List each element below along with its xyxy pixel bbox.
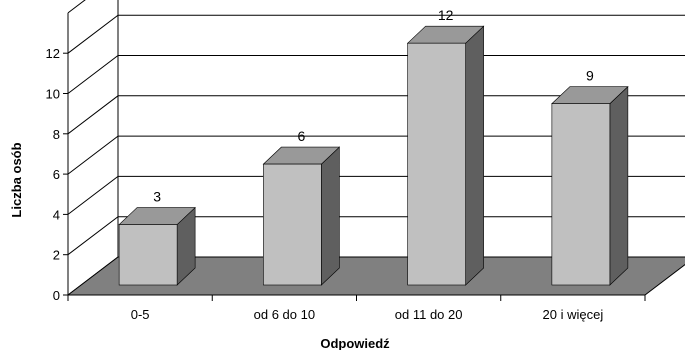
chart-walls xyxy=(67,0,685,296)
gridline xyxy=(67,0,86,14)
gridline xyxy=(67,14,685,54)
y-axis-title: Liczba osób xyxy=(9,142,24,217)
bar xyxy=(262,146,341,286)
x-axis-title: Odpowiedź xyxy=(320,336,390,350)
chart-axes xyxy=(63,12,646,301)
x-category-label: od 11 do 20 xyxy=(395,307,463,322)
y-tick-label: 12 xyxy=(46,46,60,61)
x-category-label: 0-5 xyxy=(131,307,150,322)
chart-bars xyxy=(118,25,629,286)
bar-side-face xyxy=(465,25,484,286)
bar-front-face xyxy=(118,224,178,286)
bar-front-face xyxy=(263,163,322,286)
bar xyxy=(118,206,196,286)
y-tick-label: 0 xyxy=(53,288,60,303)
bar-data-label: 3 xyxy=(153,189,161,205)
bar-front-face xyxy=(407,42,466,286)
bar-front-face xyxy=(551,103,611,286)
bar-side-face xyxy=(321,146,340,286)
y-tick-label: 8 xyxy=(53,127,60,142)
x-category-label: od 6 do 10 xyxy=(254,307,315,322)
y-tick-label: 10 xyxy=(46,87,60,102)
x-category-label: 20 i więcej xyxy=(543,307,604,322)
bar-side-face xyxy=(609,85,629,286)
bar xyxy=(551,85,629,286)
bar-data-label: 9 xyxy=(586,68,594,84)
bar-data-label: 12 xyxy=(438,7,454,23)
bar xyxy=(406,25,485,286)
y-tick-label: 2 xyxy=(53,248,60,263)
y-tick-label: 6 xyxy=(53,167,60,182)
chart-labels: 0 2 4 6 8 10 12 3 0-5 6 od 6 do 10 12 od 11 do 20 9 20… xyxy=(46,7,604,322)
bar-data-label: 6 xyxy=(297,128,305,144)
y-tick-label: 4 xyxy=(53,207,60,222)
